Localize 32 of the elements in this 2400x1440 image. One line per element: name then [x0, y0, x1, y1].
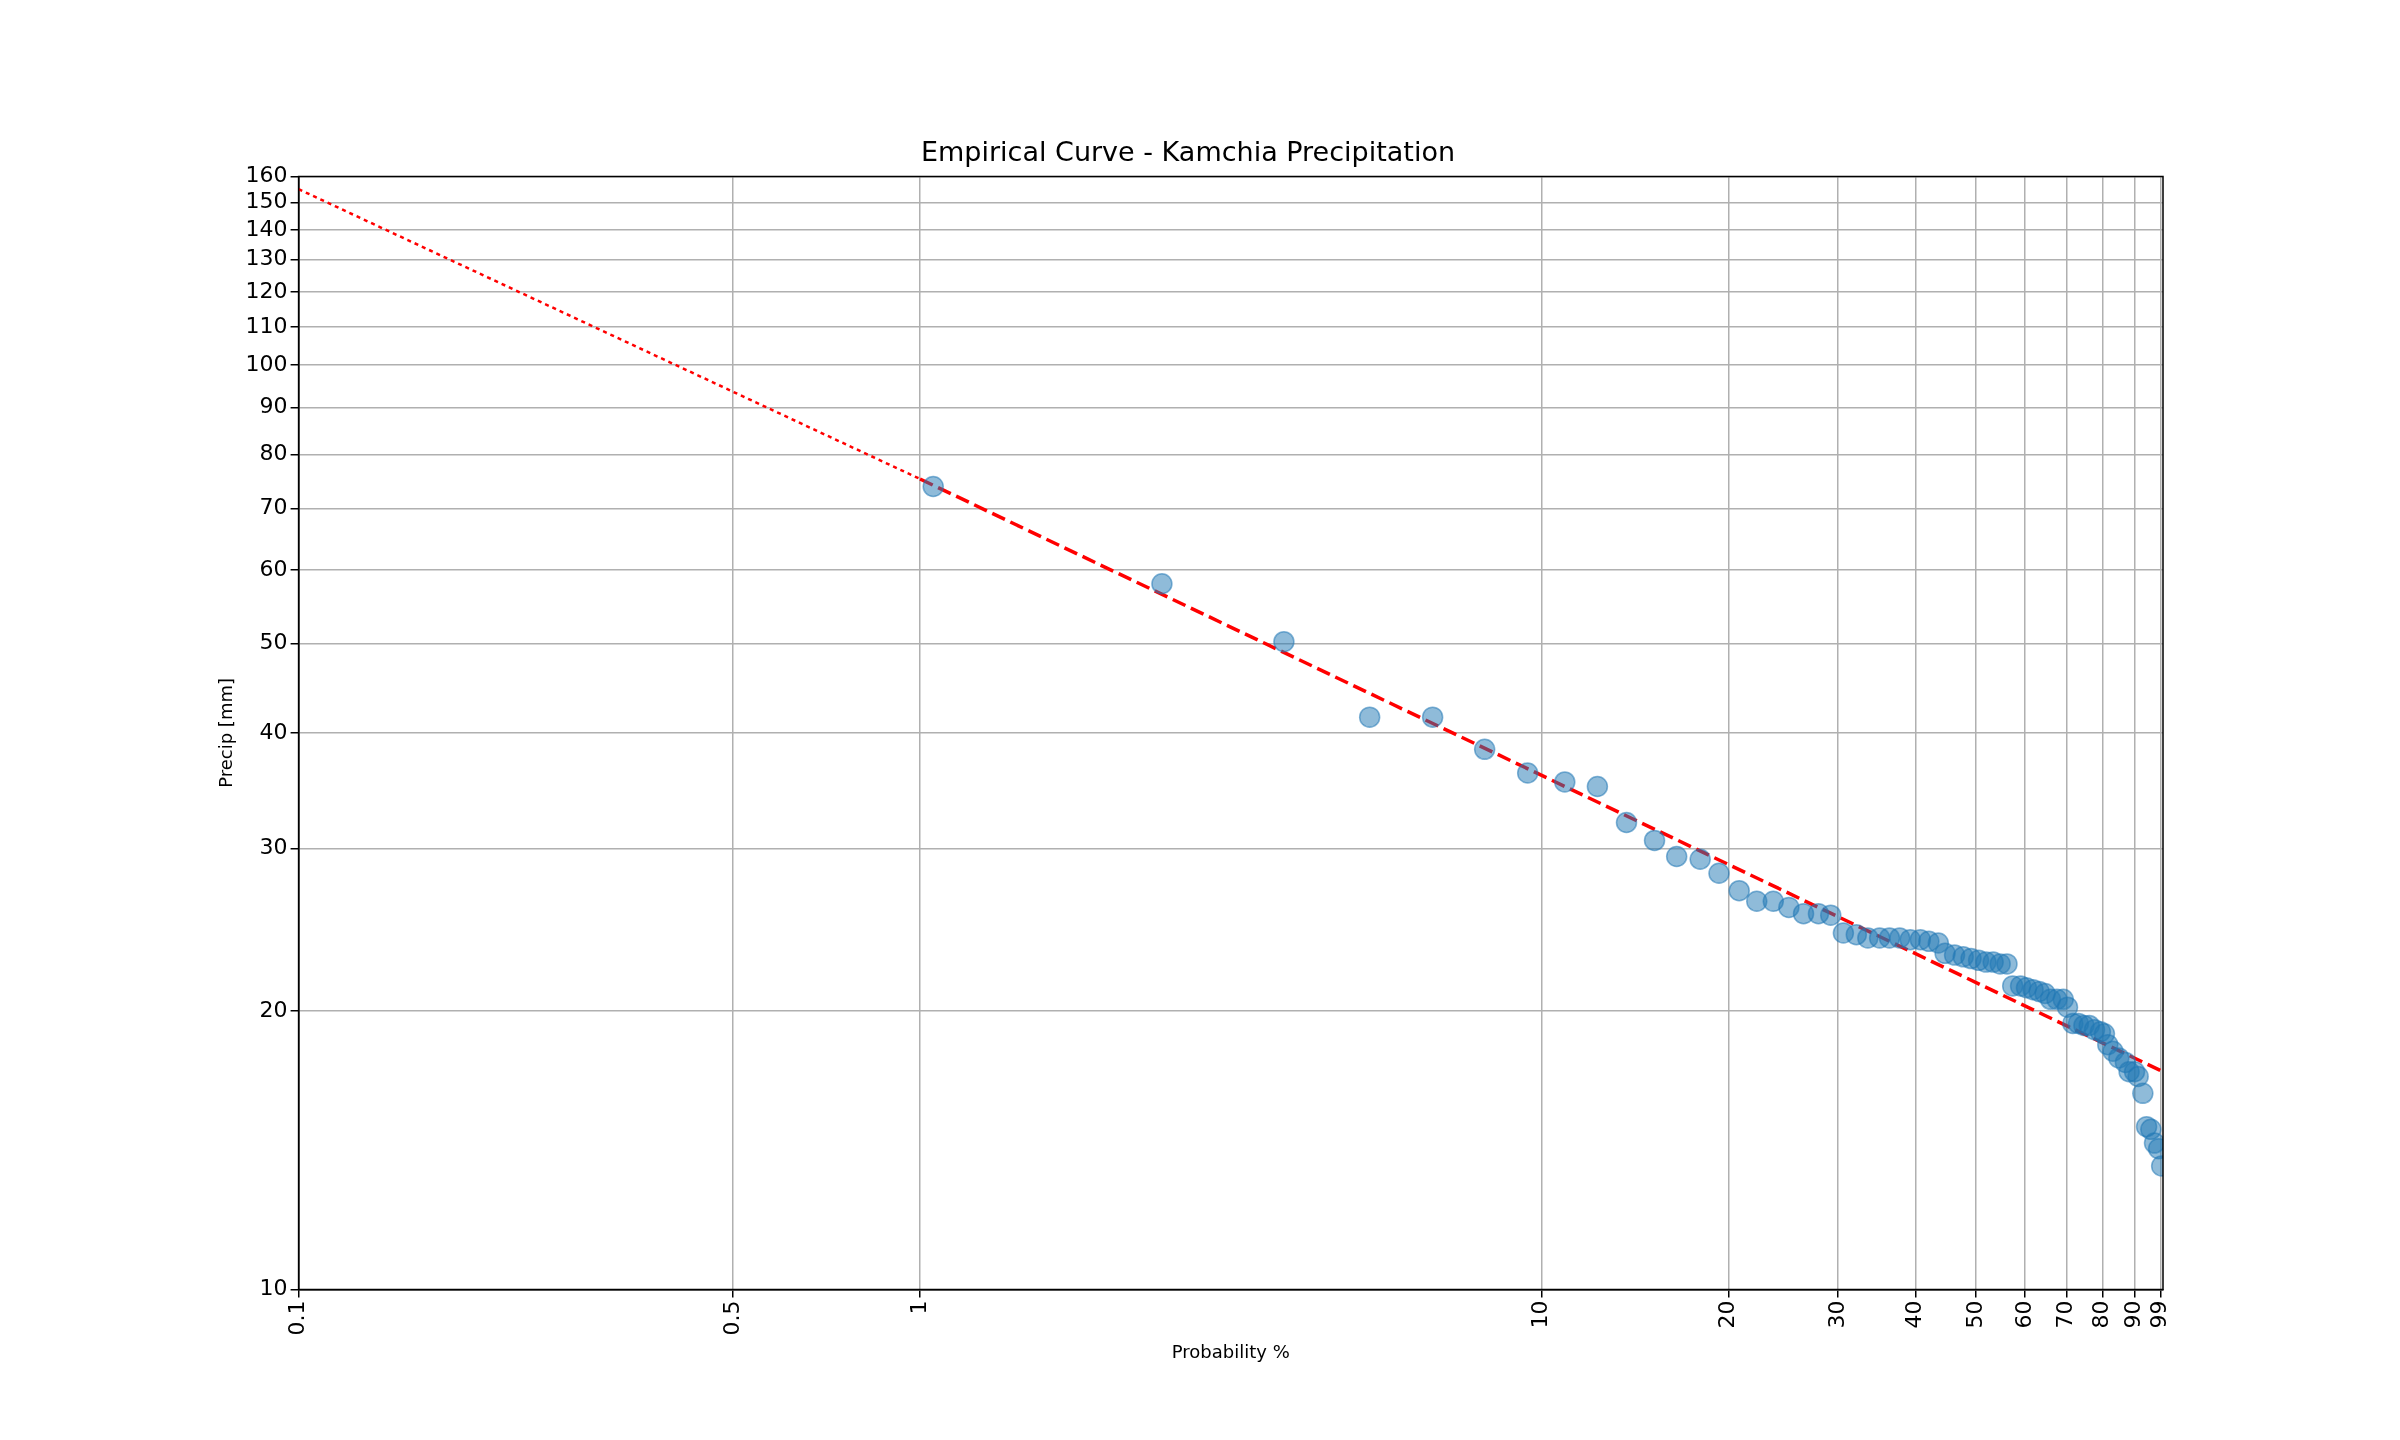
x-axis-title: Probability %	[1171, 1340, 1290, 1362]
y-tick-label: 160	[245, 162, 288, 188]
x-tick-label: 70	[2052, 1300, 2078, 1329]
x-tick-label: 10	[1527, 1300, 1553, 1329]
y-tick-label: 140	[245, 215, 288, 241]
x-tick-label: 30	[1823, 1300, 1849, 1329]
y-tick-label: 70	[259, 493, 288, 519]
x-tick-label: 60	[2010, 1300, 2036, 1329]
y-tick-label: 10	[259, 1275, 288, 1301]
y-tick-label: 40	[259, 718, 288, 744]
y-axis-title: Precip [mm]	[215, 678, 237, 788]
x-tick-label: 20	[1714, 1300, 1740, 1329]
x-tick-label: 0.1	[284, 1300, 310, 1336]
y-tick-label: 110	[245, 312, 288, 338]
y-tick-label: 80	[259, 440, 288, 466]
y-tick-label: 60	[259, 555, 288, 581]
chart-title: Empirical Curve - Kamchia Precipitation	[920, 136, 1456, 168]
x-tick-label: 90	[2120, 1300, 2146, 1329]
y-tick-label: 120	[245, 277, 288, 303]
y-tick-label: 30	[259, 834, 288, 860]
y-tick-label: 100	[245, 350, 288, 376]
y-tick-label: 20	[259, 996, 288, 1022]
y-tick-label: 150	[245, 188, 288, 214]
y-tick-label: 130	[245, 245, 288, 271]
y-tick-label: 90	[259, 393, 288, 419]
y-tick-label: 50	[259, 629, 288, 655]
x-tick-label: 1	[905, 1300, 931, 1315]
x-tick-label: 50	[1961, 1300, 1987, 1329]
x-tick-label: 80	[2088, 1300, 2114, 1329]
x-tick-label: 40	[1901, 1300, 1927, 1329]
x-tick-label: 99	[2146, 1300, 2172, 1329]
x-tick-label: 0.5	[718, 1300, 744, 1336]
